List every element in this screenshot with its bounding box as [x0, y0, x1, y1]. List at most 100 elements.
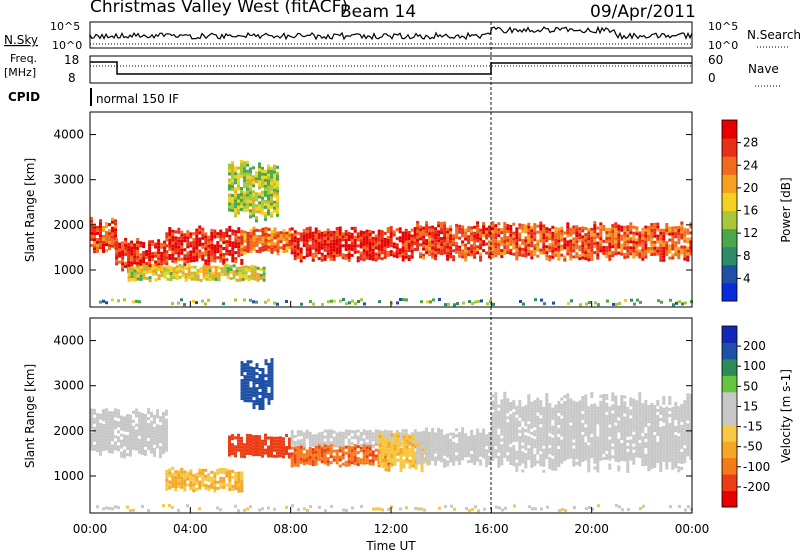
echo-cell	[536, 409, 540, 413]
echo-cell	[554, 253, 558, 257]
echo-cell	[156, 415, 159, 419]
echo-cell	[365, 232, 369, 236]
echo-cell	[458, 441, 462, 445]
echo-cell	[542, 406, 546, 410]
echo-cell	[590, 227, 594, 231]
echo-cell	[617, 251, 621, 255]
echo-cell	[219, 253, 223, 257]
echo-cell	[614, 407, 618, 411]
echo-cell	[299, 460, 303, 464]
echo-cell	[449, 447, 453, 451]
echo-cell	[686, 246, 690, 250]
echo-cell	[503, 394, 507, 398]
echo-cell	[288, 443, 291, 447]
echo-cell	[413, 236, 417, 239]
echo-cell	[647, 247, 651, 250]
echo-cell	[384, 444, 388, 448]
echo-cell	[335, 251, 339, 254]
echo-cell	[240, 451, 243, 455]
echo-cell	[231, 446, 234, 450]
echo-cell	[129, 450, 132, 454]
echo-cell	[156, 427, 159, 431]
echo-cell	[338, 253, 342, 257]
echo-cell	[414, 463, 418, 467]
echo-cell	[672, 303, 675, 307]
echo-cell	[422, 232, 426, 236]
echo-cell	[378, 462, 382, 466]
echo-cell	[273, 173, 276, 177]
echo-cell	[99, 446, 102, 450]
echo-cell	[196, 277, 200, 281]
echo-cell	[276, 201, 279, 205]
echo-cell	[494, 431, 498, 435]
echo-cell	[124, 252, 128, 256]
echo-cell	[139, 274, 143, 278]
echo-cell	[575, 405, 579, 408]
echo-cell	[208, 266, 212, 270]
echo-cell	[171, 472, 175, 476]
echo-cell	[452, 456, 456, 460]
echo-cell	[632, 416, 636, 420]
echo-cell	[470, 432, 474, 436]
echo-cell	[641, 427, 645, 431]
echo-cell	[503, 427, 507, 431]
echo-cell	[264, 175, 267, 179]
echo-cell	[474, 300, 477, 304]
echo-cell	[626, 228, 630, 232]
echo-cell	[329, 455, 333, 459]
echo-cell	[425, 433, 429, 437]
echo-cell	[165, 421, 168, 425]
echo-cell	[302, 238, 306, 241]
echo-cell	[138, 417, 141, 421]
echo-cell	[371, 257, 375, 261]
echo-cell	[455, 241, 459, 245]
echo-cell	[123, 422, 126, 426]
echo-cell	[341, 235, 345, 239]
echo-cell	[615, 302, 618, 306]
echo-cell	[231, 253, 235, 257]
echo-cell	[497, 419, 501, 423]
echo-cell	[270, 244, 274, 248]
echo-cell	[482, 455, 486, 459]
echo-cell	[142, 273, 146, 277]
echo-cell	[338, 434, 342, 438]
echo-cell	[276, 198, 279, 202]
echo-cell	[653, 426, 657, 429]
echo-cell	[593, 251, 597, 255]
echo-cell	[329, 257, 333, 261]
echo-cell	[578, 245, 582, 249]
echo-cell	[596, 445, 600, 449]
echo-cell	[650, 439, 654, 442]
echo-cell	[329, 239, 333, 243]
echo-cell	[399, 457, 403, 461]
echo-cell	[554, 434, 558, 438]
echo-cell	[410, 255, 414, 259]
echo-cell	[620, 237, 624, 241]
echo-cell	[428, 247, 432, 251]
echo-cell	[396, 452, 400, 456]
echo-cell	[347, 432, 351, 436]
echo-cell	[99, 231, 102, 235]
echo-cell	[503, 433, 507, 437]
echo-cell	[593, 457, 597, 461]
echo-cell	[195, 240, 199, 244]
echo-cell	[172, 270, 176, 274]
echo-cell	[596, 418, 600, 422]
echo-cell	[240, 489, 244, 493]
echo-cell	[602, 400, 606, 403]
echo-cell	[422, 238, 426, 242]
echo-cell	[198, 231, 202, 235]
echo-cell	[557, 431, 561, 434]
echo-cell	[428, 461, 432, 465]
echo-cell	[422, 436, 426, 440]
echo-cell	[641, 457, 645, 461]
echo-cell	[428, 238, 432, 242]
echo-cell	[250, 276, 254, 280]
echo-cell	[677, 250, 681, 254]
echo-cell	[557, 443, 561, 446]
echo-cell	[144, 434, 147, 438]
echo-cell	[617, 456, 621, 460]
echo-cell	[434, 227, 438, 231]
echo-cell	[249, 200, 252, 204]
echo-cell	[485, 452, 489, 456]
